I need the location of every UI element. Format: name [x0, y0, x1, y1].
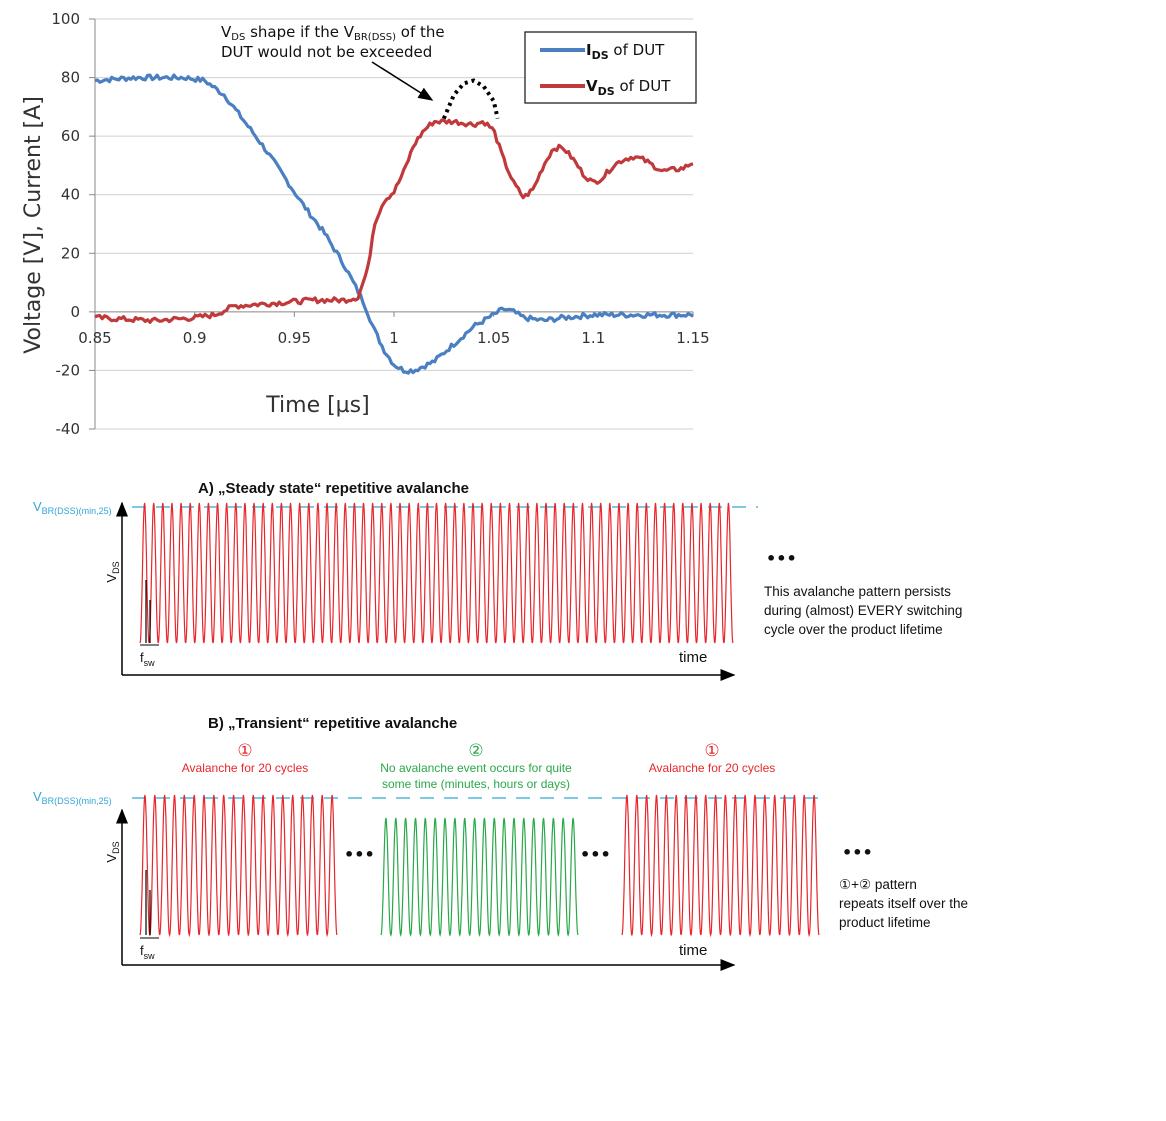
panel-b-note-line-2: repeats itself over the	[839, 896, 968, 911]
panel-b-ellipsis-1: •••	[344, 845, 375, 864]
group-1-marker: ①	[237, 741, 252, 761]
y-tick-label: 100	[51, 10, 80, 28]
y-axis-ticks: 100 80 60 40 20 0 -20 -40	[51, 10, 80, 438]
group-3-caption: Avalanche for 20 cycles	[649, 761, 776, 775]
x-tick-label: 0.95	[278, 329, 311, 347]
legend-label-ids: IDS of DUT	[586, 41, 665, 62]
x-axis-ticks: 0.85 0.9 0.95 1 1.05 1.1 1.15	[78, 329, 709, 347]
x-tick-label: 1	[389, 329, 399, 347]
group-2-marker: ②	[468, 741, 483, 761]
panel-b-ellipsis-2: •••	[580, 845, 611, 864]
avalanche-pulses-a	[139, 502, 734, 644]
y-tick-label: -20	[56, 361, 81, 379]
panel-b-time-label: time	[679, 942, 707, 959]
panel-a-note-line-1: This avalanche pattern persists	[764, 584, 951, 599]
panel-b: B) „Transient“ repetitive avalanche ① Av…	[33, 715, 968, 971]
y-tick-label: 40	[61, 186, 80, 204]
vds-expected-dotted-line	[441, 78, 500, 120]
x-tick-label: 1.1	[581, 329, 605, 347]
group-2-caption-line-2: some time (minutes, hours or days)	[382, 777, 570, 791]
avalanche-pulses-group-3	[621, 794, 820, 938]
panel-b-title: B) „Transient“ repetitive avalanche	[208, 715, 457, 732]
panel-a: A) „Steady state“ repetitive avalanche V…	[33, 480, 962, 681]
panel-b-ellipsis-3: •••	[842, 843, 873, 862]
panel-b-fsw-label: fsw	[140, 943, 155, 961]
first-pulse-marker-a	[145, 580, 151, 643]
avalanche-pulses-group-1	[139, 794, 338, 938]
annotation-line-1: VDS shape if the VBR(DSS) of the	[221, 23, 445, 43]
y-tick-label: -40	[56, 420, 81, 438]
first-pulse-marker-b	[145, 870, 151, 935]
y-tick-label: 20	[61, 244, 80, 262]
panel-a-time-label: time	[679, 649, 707, 666]
ids-series-line	[94, 73, 694, 375]
panel-b-pulse-train	[139, 794, 820, 938]
legend-label-vds: VDS of DUT	[586, 77, 671, 98]
top-chart: 100 80 60 40 20 0 -20 -40 0.85 0.9 0.95 1 1.05 1.1 1.…	[21, 10, 710, 438]
panel-a-vbr-label: VBR(DSS)(min,25)	[33, 499, 112, 516]
panel-a-title: A) „Steady state“ repetitive avalanche	[198, 480, 469, 497]
legend-box	[524, 31, 697, 104]
chart-legend: IDS of DUT VDS of DUT	[524, 31, 697, 104]
annotation-arrow	[371, 61, 434, 101]
x-tick-label: 1.15	[676, 329, 709, 347]
panel-a-vds-label: VDS	[104, 561, 121, 582]
panel-b-vds-label: VDS	[104, 841, 121, 862]
vds-series-line	[94, 118, 694, 324]
x-tick-label: 0.85	[78, 329, 111, 347]
panel-a-ellipsis: •••	[766, 549, 797, 568]
x-tick-label: 0.9	[183, 329, 207, 347]
panel-a-note-line-3: cycle over the product lifetime	[764, 622, 943, 637]
panel-a-note-line-2: during (almost) EVERY switching	[764, 603, 962, 618]
y-tick-label: 80	[61, 69, 80, 87]
x-axis-label: Time [µs]	[265, 393, 369, 418]
group-2-caption-line-1: No avalanche event occurs for quite	[380, 761, 572, 775]
panel-b-vbr-label: VBR(DSS)(min,25)	[33, 789, 112, 806]
panel-a-fsw-label: fsw	[140, 650, 155, 668]
group-1-caption: Avalanche for 20 cycles	[182, 761, 309, 775]
y-tick-label: 0	[70, 303, 80, 321]
y-tick-label: 60	[61, 127, 80, 145]
y-axis-label: Voltage [V], Current [A]	[21, 96, 46, 354]
normal-pulses-group-2	[380, 817, 579, 938]
chart-series	[94, 73, 694, 375]
panel-b-note-line-3: product lifetime	[839, 915, 931, 930]
x-tick-label: 1.05	[477, 329, 510, 347]
annotation-line-2: DUT would not be exceeded	[221, 43, 432, 61]
panel-b-note-line-1: ①+② pattern	[839, 877, 917, 892]
panel-a-pulse-train	[139, 502, 734, 644]
group-3-marker: ①	[704, 741, 719, 761]
